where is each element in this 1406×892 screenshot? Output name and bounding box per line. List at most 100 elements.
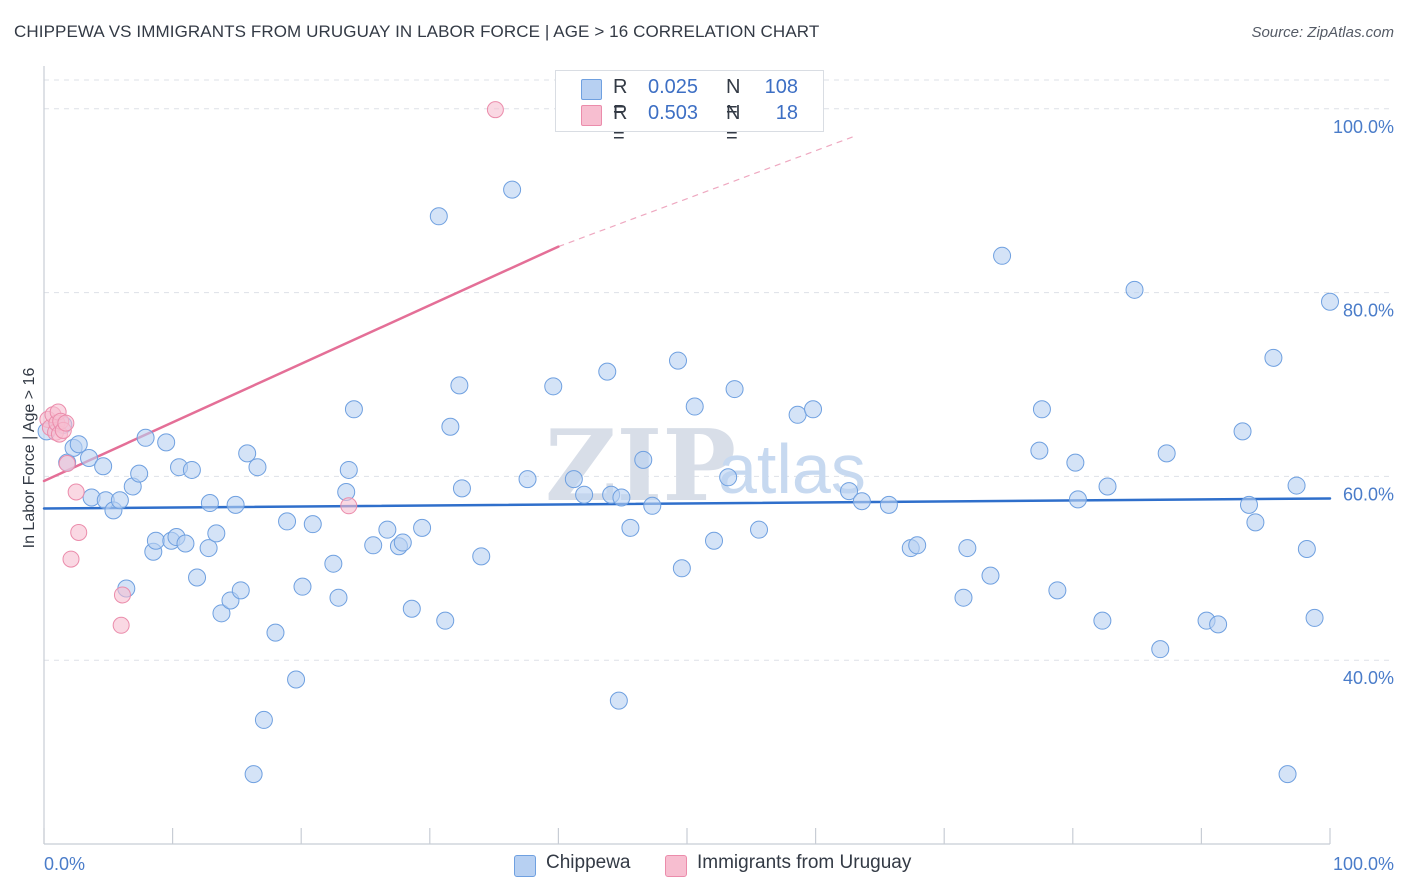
data-point-chippewa xyxy=(136,428,155,447)
data-point-uruguay xyxy=(67,483,85,501)
data-point-chippewa xyxy=(804,400,823,419)
y-tick-label: 100.0% xyxy=(1333,117,1394,137)
data-point-chippewa xyxy=(612,488,631,507)
data-point-chippewa xyxy=(1098,477,1117,496)
data-point-chippewa xyxy=(207,524,226,543)
data-point-chippewa xyxy=(609,691,628,710)
data-point-chippewa xyxy=(413,518,432,537)
data-point-uruguay xyxy=(57,414,75,432)
data-point-chippewa xyxy=(344,400,363,419)
data-point-chippewa xyxy=(1125,280,1144,299)
gridlines xyxy=(44,79,1394,661)
data-point-chippewa xyxy=(238,444,257,463)
y-axis-label: In Labor Force | Age > 16 xyxy=(21,368,38,549)
data-point-chippewa xyxy=(393,533,412,552)
data-point-uruguay xyxy=(486,101,504,119)
data-point-chippewa xyxy=(1030,441,1049,460)
data-point-chippewa xyxy=(266,623,285,642)
data-point-chippewa xyxy=(248,458,267,477)
data-point-chippewa xyxy=(287,670,306,689)
data-point-chippewa xyxy=(402,599,421,618)
data-point-uruguay xyxy=(70,523,88,541)
data-point-chippewa xyxy=(364,536,383,555)
legend-n-label: N = xyxy=(726,102,741,147)
data-point-chippewa xyxy=(1239,495,1258,514)
bottom-legend-label: Chippewa xyxy=(546,852,631,873)
data-point-chippewa xyxy=(278,512,297,531)
x-tick-label: 100.0% xyxy=(1333,854,1394,874)
data-point-chippewa xyxy=(94,457,113,476)
data-point-chippewa xyxy=(1321,292,1339,311)
data-point-chippewa xyxy=(378,520,397,539)
legend-r-label: R = xyxy=(613,76,628,121)
data-point-chippewa xyxy=(575,485,594,504)
axes xyxy=(43,66,1331,845)
bottom-legend-swatch-uruguay xyxy=(665,855,687,877)
data-point-chippewa xyxy=(705,531,724,550)
data-point-chippewa xyxy=(958,539,977,558)
data-point-chippewa xyxy=(1278,765,1297,784)
data-point-chippewa xyxy=(1264,348,1283,367)
data-point-uruguay xyxy=(112,616,130,634)
data-point-chippewa xyxy=(564,470,583,489)
data-point-chippewa xyxy=(879,495,898,514)
data-point-chippewa xyxy=(1233,422,1252,441)
data-point-chippewa xyxy=(1093,611,1112,630)
data-point-chippewa xyxy=(1032,400,1051,419)
data-point-chippewa xyxy=(685,397,704,416)
data-point-chippewa xyxy=(1048,581,1067,600)
legend-r-value: 0.025 xyxy=(648,76,699,98)
data-point-chippewa xyxy=(634,450,653,469)
data-point-chippewa xyxy=(1305,608,1324,627)
data-points xyxy=(37,101,1339,784)
data-point-chippewa xyxy=(157,433,176,452)
data-point-chippewa xyxy=(231,581,250,600)
legend-n-label: N = xyxy=(726,76,741,121)
stats-legend: R = 0.025 N = 108 R = 0.503 N = 18 xyxy=(555,70,824,147)
bottom-legend-label: Immigrants from Uruguay xyxy=(697,852,912,873)
trend-line xyxy=(42,497,1332,510)
chart-title: CHIPPEWA VS IMMIGRANTS FROM URUGUAY IN L… xyxy=(14,22,820,41)
data-point-chippewa xyxy=(436,611,455,630)
data-point-chippewa xyxy=(518,470,537,489)
data-point-chippewa xyxy=(643,496,662,515)
data-point-chippewa xyxy=(852,492,871,511)
data-point-chippewa xyxy=(254,710,273,729)
x-tick-label: 0.0% xyxy=(44,854,85,874)
data-point-chippewa xyxy=(981,566,1000,585)
data-point-chippewa xyxy=(200,494,219,513)
data-point-chippewa xyxy=(1066,453,1085,472)
y-tick-label: 80.0% xyxy=(1343,301,1394,321)
data-point-chippewa xyxy=(1209,615,1228,634)
data-point-uruguay xyxy=(58,455,76,473)
data-point-chippewa xyxy=(293,577,312,596)
data-point-chippewa xyxy=(212,604,231,623)
legend-swatch-chippewa xyxy=(581,79,602,100)
trend-lines xyxy=(42,135,1332,510)
data-point-chippewa xyxy=(69,435,88,454)
data-point-chippewa xyxy=(993,246,1012,265)
legend-n-value: 18 xyxy=(775,102,798,124)
trend-line-extension xyxy=(558,135,855,248)
data-point-chippewa xyxy=(908,536,927,555)
y-tick-label: 40.0% xyxy=(1343,668,1394,688)
data-point-chippewa xyxy=(668,351,687,370)
legend-r-value: 0.503 xyxy=(648,102,699,124)
data-point-chippewa xyxy=(472,547,491,566)
legend-n-value: 108 xyxy=(764,76,798,98)
data-point-chippewa xyxy=(503,180,522,199)
data-point-chippewa xyxy=(750,520,769,539)
data-point-chippewa xyxy=(544,377,563,396)
data-point-chippewa xyxy=(954,588,973,607)
data-point-chippewa xyxy=(1297,539,1316,558)
data-point-chippewa xyxy=(199,539,218,558)
data-point-chippewa xyxy=(672,559,691,578)
legend-swatch-uruguay xyxy=(581,105,602,126)
data-point-chippewa xyxy=(719,468,738,487)
data-point-chippewa xyxy=(244,765,263,784)
x-tick-labels: 0.0% 100.0% xyxy=(44,854,1394,874)
trend-line xyxy=(42,245,560,483)
data-point-chippewa xyxy=(146,531,165,550)
data-point-chippewa xyxy=(1151,640,1170,659)
data-point-chippewa xyxy=(324,554,343,573)
